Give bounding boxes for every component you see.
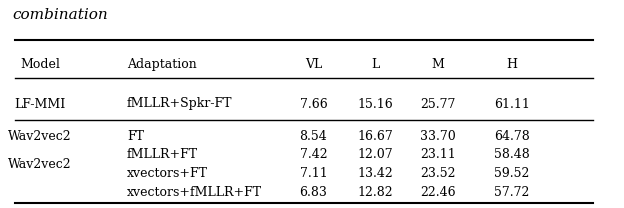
Text: FT: FT: [127, 130, 144, 143]
Text: 64.78: 64.78: [494, 130, 530, 143]
Text: L: L: [371, 58, 379, 71]
Text: 58.48: 58.48: [494, 149, 530, 161]
Text: M: M: [431, 58, 444, 71]
Text: 61.11: 61.11: [494, 98, 530, 110]
Text: 16.67: 16.67: [358, 130, 393, 143]
Text: 59.52: 59.52: [494, 167, 530, 180]
Text: Adaptation: Adaptation: [127, 58, 197, 71]
Text: fMLLR+Spkr-FT: fMLLR+Spkr-FT: [127, 98, 233, 110]
Text: 25.77: 25.77: [420, 98, 456, 110]
Text: 6.83: 6.83: [300, 186, 328, 199]
Text: 15.16: 15.16: [358, 98, 393, 110]
Text: LF-MMI: LF-MMI: [14, 98, 66, 110]
Text: 7.66: 7.66: [300, 98, 327, 110]
Text: Wav2vec2: Wav2vec2: [8, 130, 72, 143]
Text: 57.72: 57.72: [494, 186, 530, 199]
Text: 13.42: 13.42: [358, 167, 393, 180]
Text: Model: Model: [20, 58, 60, 71]
Text: 33.70: 33.70: [420, 130, 456, 143]
Text: xvectors+FT: xvectors+FT: [127, 167, 208, 180]
Text: 7.42: 7.42: [300, 149, 327, 161]
Text: 7.11: 7.11: [300, 167, 327, 180]
Text: Wav2vec2: Wav2vec2: [8, 158, 72, 171]
Text: H: H: [507, 58, 518, 71]
Text: 12.82: 12.82: [358, 186, 393, 199]
Text: combination: combination: [12, 8, 108, 22]
Text: 8.54: 8.54: [300, 130, 327, 143]
Text: fMLLR+FT: fMLLR+FT: [127, 149, 198, 161]
Text: xvectors+fMLLR+FT: xvectors+fMLLR+FT: [127, 186, 262, 199]
Text: 12.07: 12.07: [358, 149, 393, 161]
Text: 22.46: 22.46: [420, 186, 456, 199]
Text: VL: VL: [305, 58, 322, 71]
Text: 23.11: 23.11: [420, 149, 456, 161]
Text: 23.52: 23.52: [420, 167, 456, 180]
